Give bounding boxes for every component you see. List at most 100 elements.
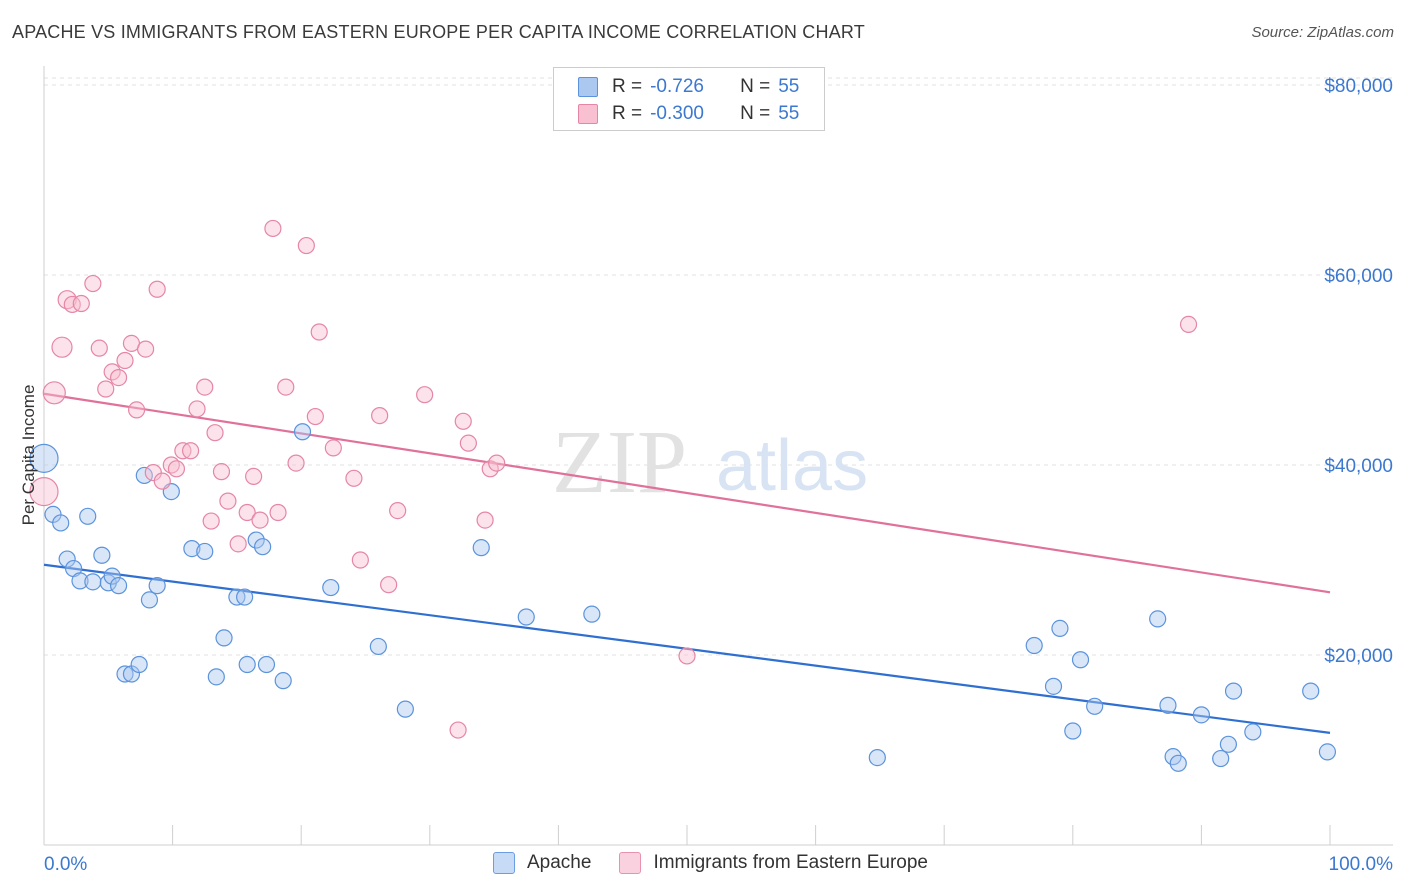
legend-item-eastern-europe[interactable]: Immigrants from Eastern Europe: [619, 852, 928, 874]
legend-swatch-apache: [493, 852, 515, 874]
point-apache: [93, 546, 111, 564]
point-eastern-europe: [90, 339, 108, 357]
legend-swatch-eastern-europe: [578, 104, 598, 124]
watermark-zip: ZIP: [552, 413, 687, 512]
point-apache: [1159, 696, 1177, 714]
point-eastern-europe: [310, 323, 328, 341]
point-apache: [1302, 682, 1320, 700]
point-apache: [257, 655, 276, 674]
axis-labels: $20,000 $40,000 $60,000 $80,000 0.0% 100.0% Pe…: [19, 76, 1393, 875]
trend-line-eastern-europe: [43, 392, 1331, 594]
legend-n-label: N =: [740, 103, 771, 124]
legend-r-value: -0.726: [650, 76, 704, 97]
point-eastern-europe: [277, 378, 295, 396]
watermark-atlas: atlas: [716, 426, 868, 506]
watermark: ZIP atlas: [552, 413, 868, 512]
point-eastern-europe: [206, 424, 224, 442]
point-apache: [1051, 619, 1069, 638]
point-eastern-europe: [345, 469, 363, 487]
point-eastern-europe: [42, 381, 66, 405]
point-apache: [52, 514, 70, 532]
point-eastern-europe: [167, 460, 186, 478]
point-eastern-europe: [287, 454, 305, 472]
point-eastern-europe: [212, 463, 231, 481]
trend-lines: [43, 392, 1331, 734]
point-apache: [196, 542, 214, 561]
point-eastern-europe: [97, 380, 115, 398]
point-apache: [58, 550, 76, 568]
point-apache: [1064, 722, 1082, 740]
point-apache: [868, 748, 886, 767]
point-eastern-europe: [182, 442, 200, 460]
point-apache: [1318, 743, 1337, 761]
point-eastern-europe: [51, 336, 73, 358]
y-tick-label: $40,000: [1324, 456, 1393, 477]
y-axis-label: Per Capita Income: [19, 385, 38, 526]
point-eastern-europe: [57, 290, 77, 310]
point-eastern-europe: [153, 472, 171, 490]
legend-item-apache[interactable]: Apache: [493, 852, 591, 874]
legend-label-eastern-europe: Immigrants from Eastern Europe: [653, 852, 928, 873]
point-apache: [116, 665, 134, 683]
y-tick-label: $80,000: [1324, 76, 1393, 97]
gridlines: [44, 77, 1393, 656]
point-apache: [247, 531, 265, 549]
point-apache: [322, 578, 340, 597]
point-apache: [29, 443, 59, 473]
point-apache: [583, 605, 601, 623]
point-eastern-europe: [416, 386, 434, 404]
point-eastern-europe: [449, 721, 467, 739]
point-eastern-europe: [264, 219, 282, 238]
point-eastern-europe: [389, 502, 407, 520]
point-eastern-europe: [116, 351, 134, 370]
point-eastern-europe: [238, 503, 256, 522]
point-eastern-europe: [306, 407, 324, 426]
legend-r-label: R =: [612, 103, 643, 124]
point-eastern-europe: [29, 477, 59, 507]
legend-r-label: R =: [612, 76, 643, 97]
point-eastern-europe: [63, 295, 81, 314]
point-apache: [369, 637, 387, 656]
y-tick-label: $60,000: [1324, 266, 1393, 287]
point-apache: [103, 567, 121, 585]
point-apache: [1192, 706, 1211, 724]
point-apache: [1149, 610, 1167, 628]
trend-line-apache: [43, 563, 1331, 734]
point-eastern-europe: [84, 274, 102, 293]
legend-swatch-apache: [578, 77, 598, 97]
point-apache: [183, 539, 201, 558]
point-eastern-europe: [678, 647, 696, 665]
point-apache: [1025, 636, 1043, 655]
point-eastern-europe: [297, 236, 315, 255]
point-apache: [238, 655, 256, 674]
point-eastern-europe: [109, 369, 128, 387]
point-eastern-europe: [1179, 315, 1198, 333]
point-apache: [274, 672, 292, 690]
point-eastern-europe: [202, 512, 220, 530]
legend-label-apache: Apache: [527, 852, 592, 873]
point-apache: [130, 655, 148, 674]
legend-n-value: 55: [778, 103, 800, 124]
point-apache: [109, 577, 128, 595]
point-eastern-europe: [245, 467, 263, 485]
axes: [43, 66, 1393, 846]
point-apache: [148, 577, 166, 595]
point-eastern-europe: [148, 280, 166, 298]
point-eastern-europe: [72, 294, 90, 313]
x-tick-label: 0.0%: [44, 854, 87, 875]
point-eastern-europe: [229, 535, 247, 553]
point-apache: [71, 572, 89, 590]
point-eastern-europe: [371, 407, 389, 425]
point-apache: [79, 507, 97, 525]
point-apache: [293, 423, 312, 441]
point-apache: [1044, 677, 1063, 695]
point-apache: [254, 538, 272, 556]
point-apache: [207, 668, 225, 686]
point-apache: [517, 608, 535, 626]
legend-n-value: 55: [778, 76, 800, 97]
point-apache: [472, 539, 490, 557]
legend-swatch-eastern-europe: [619, 852, 642, 874]
point-eastern-europe: [269, 503, 287, 522]
legend-r-value: -0.300: [650, 103, 704, 124]
point-apache: [215, 629, 233, 647]
